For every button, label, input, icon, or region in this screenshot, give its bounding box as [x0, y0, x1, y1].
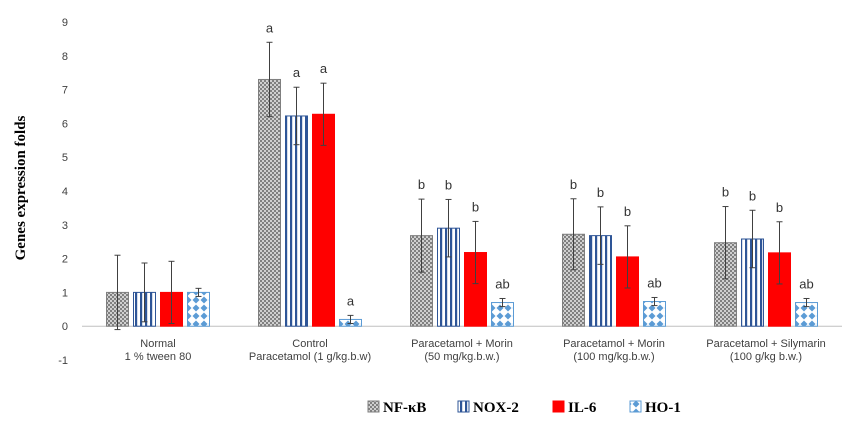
significance-label: a — [266, 20, 274, 35]
y-tick-label: 2 — [62, 254, 68, 266]
significance-label: b — [624, 204, 631, 219]
y-tick-label: 1 — [62, 287, 68, 299]
bar — [312, 113, 335, 327]
significance-label: ab — [647, 275, 661, 290]
significance-label: b — [776, 200, 783, 215]
significance-label: a — [320, 61, 328, 76]
legend-swatch — [552, 400, 565, 413]
significance-label: b — [418, 177, 425, 192]
y-tick-label: 7 — [62, 85, 68, 97]
y-tick-label: 3 — [62, 220, 68, 232]
legend-swatch — [629, 400, 642, 413]
bar — [285, 115, 308, 327]
category-label: Paracetamol (1 g/kg.b.w) — [249, 351, 371, 363]
significance-label: a — [293, 65, 301, 80]
y-tick-label: 8 — [62, 51, 68, 63]
significance-label: b — [722, 185, 729, 200]
significance-label: a — [347, 293, 355, 308]
y-tick-label: 5 — [62, 152, 68, 164]
legend-swatch — [457, 400, 470, 413]
category-label: Paracetamol + Morin — [411, 338, 513, 350]
significance-label: b — [749, 188, 756, 203]
y-axis: -1 0 1 2 3 4 5 6 7 8 9 — [58, 17, 68, 367]
significance-label: b — [472, 199, 479, 214]
y-axis-label: Genes expression folds — [13, 115, 29, 260]
y-tick-label: 4 — [62, 186, 68, 198]
bar — [187, 291, 210, 327]
significance-label: b — [570, 177, 577, 192]
significance-label: b — [597, 185, 604, 200]
category-label: Paracetamol + Silymarin — [706, 338, 826, 350]
category-label: Control — [292, 338, 327, 350]
legend: NF-κB NOX-2 IL-6 HO-1 — [367, 400, 681, 416]
category-label: Paracetamol + Morin — [563, 338, 665, 350]
legend-label: NF-κB — [383, 400, 426, 416]
legend-label: HO-1 — [645, 400, 681, 416]
legend-label: IL-6 — [568, 400, 597, 416]
significance-label: b — [445, 177, 452, 192]
y-tick-label: -1 — [58, 355, 68, 367]
y-tick-label: 9 — [62, 17, 68, 29]
legend-label: NOX-2 — [473, 400, 519, 416]
category-label: (100 mg/kg.b.w.) — [573, 351, 654, 363]
category-label: (50 mg/kg.b.w.) — [424, 351, 499, 363]
category-label: (100 g/kg b.w.) — [730, 351, 802, 363]
y-tick-label: 6 — [62, 118, 68, 130]
y-tick-label: 0 — [62, 321, 68, 333]
category-label: 1 % tween 80 — [125, 351, 192, 363]
significance-label: ab — [495, 276, 509, 291]
significance-label: ab — [799, 276, 813, 291]
category-label: Normal — [140, 338, 175, 350]
legend-swatch — [367, 400, 380, 413]
